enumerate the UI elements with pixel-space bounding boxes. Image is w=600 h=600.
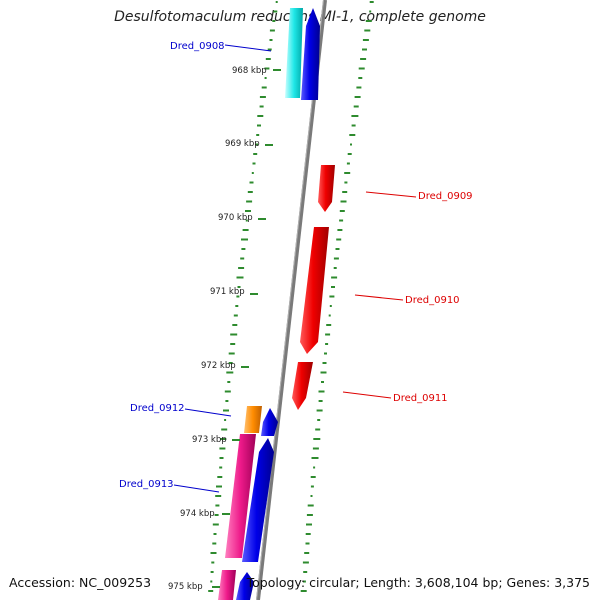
gene-dred-0909[interactable] xyxy=(318,165,335,212)
gene-dred-0913-magenta[interactable] xyxy=(225,434,256,558)
topology-summary: Topology: circular; Length: 3,608,104 bp… xyxy=(246,575,590,590)
tick-label-971: 971 kbp xyxy=(210,287,245,297)
tick-975: 975 kbp xyxy=(168,582,220,592)
tick-968: 968 kbp xyxy=(232,66,281,76)
gene-label-dred-0913[interactable]: Dred_0913 xyxy=(119,479,174,490)
tick-label-974: 974 kbp xyxy=(180,509,215,519)
gene-labels: Dred_0908 Dred_0909 Dred_0910 Dred_0911 … xyxy=(119,41,473,493)
gene-next-magenta[interactable] xyxy=(218,570,236,600)
tick-970: 970 kbp xyxy=(218,213,266,223)
tick-973: 973 kbp xyxy=(192,435,240,445)
gc-content-inner-track xyxy=(208,1,278,592)
gene-dred-0913[interactable] xyxy=(242,438,274,562)
tick-971: 971 kbp xyxy=(210,287,258,297)
gene-dred-0908[interactable] xyxy=(301,8,320,100)
tick-972: 972 kbp xyxy=(201,361,249,371)
tick-974: 974 kbp xyxy=(180,509,230,519)
tick-label-969: 969 kbp xyxy=(225,139,260,149)
gene-dred-0910[interactable] xyxy=(300,227,329,354)
gene-label-dred-0910[interactable]: Dred_0910 xyxy=(405,295,460,306)
gc-content-outer-track xyxy=(300,1,374,592)
gene-features xyxy=(218,8,335,600)
tick-label-972: 972 kbp xyxy=(201,361,236,371)
tick-969: 969 kbp xyxy=(225,139,273,149)
tick-label-973: 973 kbp xyxy=(192,435,227,445)
gene-dred-0912[interactable] xyxy=(261,408,278,436)
accession-text: Accession: NC_009253 xyxy=(9,575,152,590)
gene-dred-0912-orange[interactable] xyxy=(244,406,262,433)
tick-label-975: 975 kbp xyxy=(168,582,203,592)
gene-dred-0908-cyan[interactable] xyxy=(285,8,303,98)
gene-label-dred-0911[interactable]: Dred_0911 xyxy=(393,393,448,404)
gene-dred-0911[interactable] xyxy=(292,362,313,410)
tick-label-970: 970 kbp xyxy=(218,213,253,223)
tick-label-968: 968 kbp xyxy=(232,66,267,76)
gene-label-dred-0908[interactable]: Dred_0908 xyxy=(170,41,225,52)
gene-label-dred-0912[interactable]: Dred_0912 xyxy=(130,403,185,414)
kbp-scale: 968 kbp 969 kbp 970 kbp 971 kbp 972 kbp … xyxy=(168,66,281,592)
gene-label-dred-0909[interactable]: Dred_0909 xyxy=(418,191,473,202)
gene-next-blue[interactable] xyxy=(236,572,254,600)
